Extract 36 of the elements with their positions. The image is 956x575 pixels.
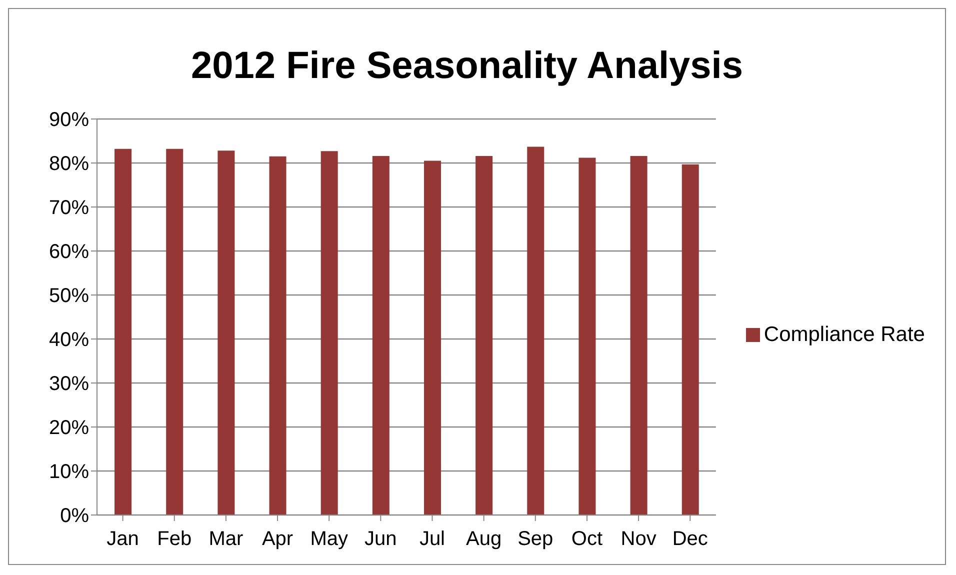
y-tick-label: 0% xyxy=(60,505,90,528)
y-tick-label: 90% xyxy=(48,109,90,132)
x-tick-label: Jun xyxy=(364,528,397,550)
y-tick-label: 60% xyxy=(48,241,90,264)
bar xyxy=(320,151,338,515)
bar xyxy=(424,160,441,515)
y-tick-label: 30% xyxy=(48,373,90,396)
y-tick-label: 70% xyxy=(48,197,90,220)
y-tick-label: 40% xyxy=(48,329,90,352)
x-tick-label: Aug xyxy=(466,528,502,550)
bar xyxy=(372,156,390,515)
bar xyxy=(578,158,596,515)
bar xyxy=(218,150,235,515)
bar xyxy=(527,146,544,515)
bar xyxy=(269,156,286,515)
x-tick-label: Sep xyxy=(518,528,554,550)
bar xyxy=(630,156,648,515)
x-tick-label: May xyxy=(310,528,348,550)
x-tick-label: Oct xyxy=(571,528,603,550)
bar xyxy=(114,148,132,515)
x-tick-label: Nov xyxy=(620,528,656,550)
x-tick-label: Jan xyxy=(106,528,139,550)
bar xyxy=(166,148,184,515)
x-tick-label: Apr xyxy=(262,528,294,550)
x-tick-label: Dec xyxy=(672,528,708,550)
bar xyxy=(682,164,699,515)
bar xyxy=(476,156,493,515)
y-tick-label: 20% xyxy=(48,417,90,440)
x-tick-label: Feb xyxy=(157,528,192,550)
y-tick-label: 80% xyxy=(48,153,90,176)
y-tick-label: 50% xyxy=(48,285,90,308)
x-tick-label: Jul xyxy=(419,528,446,550)
chart-title: 2012 Fire Seasonality Analysis xyxy=(190,44,744,89)
x-tick-label: Mar xyxy=(208,528,244,550)
y-tick-label: 10% xyxy=(48,461,90,484)
legend-label: Compliance Rate xyxy=(764,323,925,346)
